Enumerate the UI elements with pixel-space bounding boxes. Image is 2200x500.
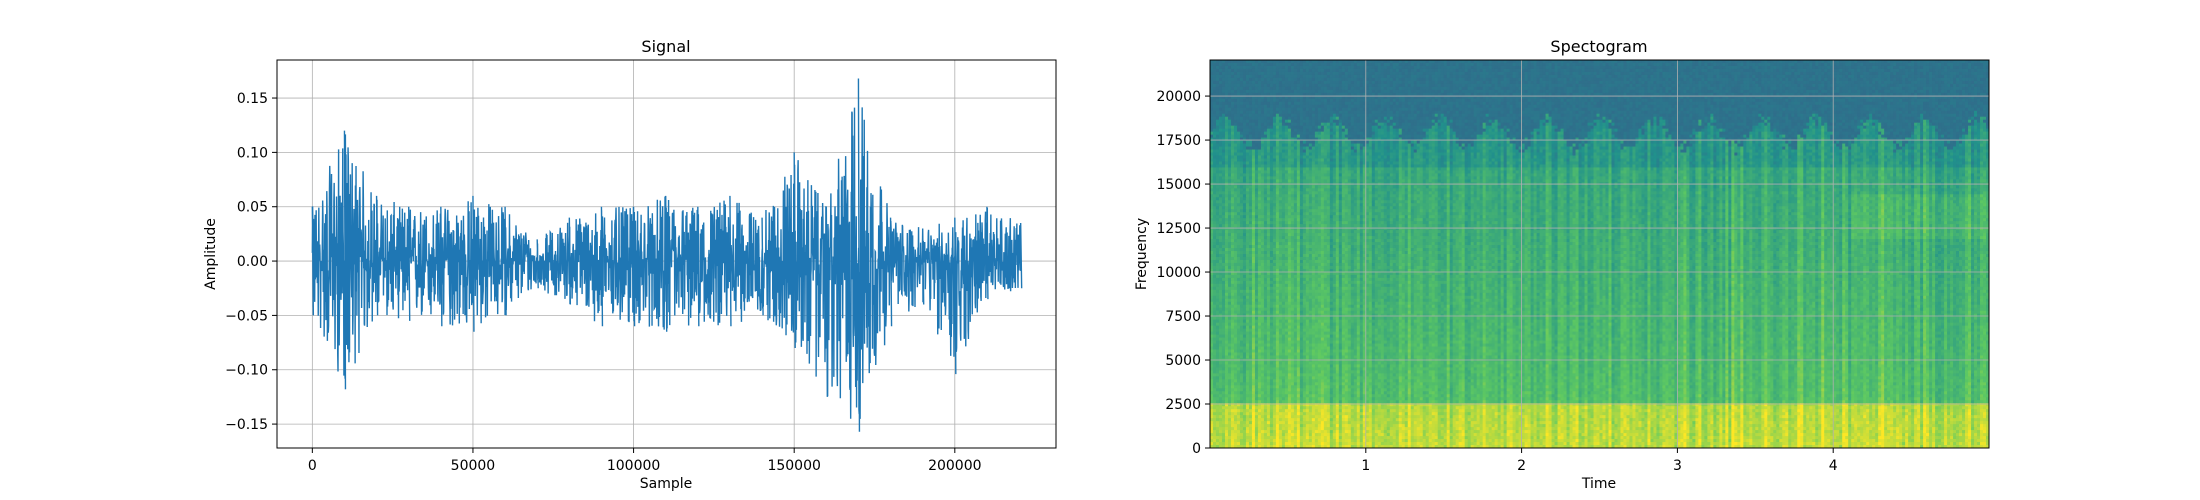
signal-x-tick-label: 150000 (767, 458, 820, 474)
signal-y-tick-label: 0.10 (237, 145, 268, 161)
signal-x-tick-label: 0 (308, 458, 317, 474)
signal-y-axis-label: Amplitude (203, 218, 219, 290)
signal-y-tick-label: 0.15 (237, 91, 268, 107)
signal-x-tick-label: 200000 (928, 458, 981, 474)
signal-x-tick-label: 100000 (607, 458, 660, 474)
signal-y-tick-label: 0.00 (237, 254, 268, 270)
signal-y-tick-label: −0.10 (225, 363, 268, 379)
signal-plot: 0 50000 100000 150000 200000 −0.15 −0.10 −0.05… (203, 37, 1056, 492)
spectrogram-heatmap (1210, 60, 1990, 449)
signal-title: Signal (641, 37, 690, 56)
signal-y-ticks: −0.15 −0.10 −0.05 0.00 0.05 0.10 0.15 (225, 91, 277, 433)
signal-y-tick-label: 0.05 (237, 200, 268, 216)
signal-x-ticks: 0 50000 100000 150000 200000 (308, 448, 982, 474)
signal-x-axis-label: Sample (640, 476, 693, 492)
signal-y-tick-label: −0.05 (225, 308, 268, 324)
signal-x-tick-label: 50000 (451, 458, 496, 474)
signal-y-tick-label: −0.15 (225, 417, 268, 433)
